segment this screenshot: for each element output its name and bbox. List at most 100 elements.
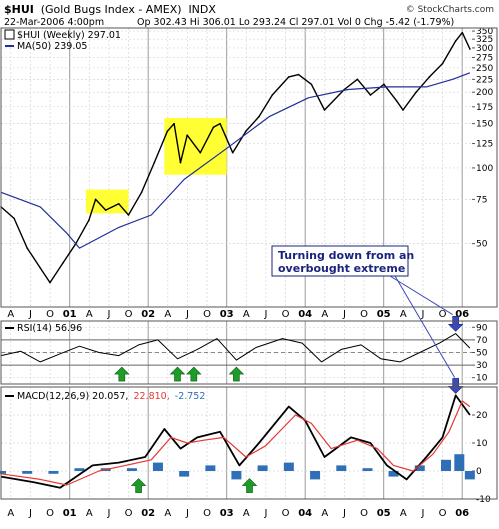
y-tick-label: 0 <box>476 467 482 477</box>
y-tick-label: 325 <box>476 35 493 45</box>
data-point <box>199 151 202 154</box>
index-name: (Gold Bugs Index - AMEX) <box>41 3 182 16</box>
y-tick-label: 225 <box>476 75 493 85</box>
x-tick-label: J <box>28 309 32 320</box>
data-point <box>258 115 260 118</box>
x-tick-label: J <box>342 508 346 519</box>
x-tick-label: 05 <box>377 508 391 519</box>
macd-frame <box>0 386 498 500</box>
x-tick-label: J <box>420 309 424 320</box>
x-tick-label: A <box>243 309 250 320</box>
x-tick-label: 04 <box>298 508 312 519</box>
y-tick-label: 175 <box>476 103 493 113</box>
rsi-legend-label: RSI(14) 56.96 <box>17 323 82 334</box>
sell-signal-arrow-icon <box>447 378 464 394</box>
x-tick-label: A <box>400 309 407 320</box>
histogram-bar <box>283 462 294 471</box>
histogram-bar <box>0 471 6 474</box>
x-tick-label: O <box>125 508 133 519</box>
x-tick-label: O <box>439 309 447 320</box>
data-point <box>271 94 274 96</box>
y-tick-label: 20 <box>476 411 488 421</box>
x-tick-label: J <box>420 508 424 519</box>
histogram-bar <box>257 465 268 471</box>
y-tick-label: -10 <box>476 495 491 505</box>
x-tick-label: O <box>203 508 211 519</box>
histogram-bar <box>74 468 85 471</box>
x-tick-label: A <box>86 309 93 320</box>
data-point <box>415 91 417 94</box>
y-tick-label: 100 <box>476 164 493 174</box>
histogram-bar <box>414 465 425 471</box>
data-point <box>13 217 15 220</box>
x-tick-label: O <box>439 508 447 519</box>
annotation-box <box>271 245 409 277</box>
macd-value: MACD(12,26,9) 20.057, <box>17 391 128 402</box>
data-point <box>297 73 300 76</box>
x-tick-label: A <box>86 508 93 519</box>
x-tick-label: O <box>125 309 133 320</box>
x-tick-label: O <box>360 508 368 519</box>
x-tick-label: A <box>164 508 171 519</box>
x-tick-label: J <box>28 508 32 519</box>
data-point <box>39 267 42 269</box>
y-tick-label: 350 <box>476 27 493 37</box>
highlight-box <box>85 189 129 214</box>
data-point <box>179 161 182 164</box>
y-tick-label: 275 <box>476 53 493 63</box>
data-point <box>49 281 51 284</box>
data-point <box>88 219 90 221</box>
histogram-bar <box>126 468 137 471</box>
data-point <box>323 109 326 111</box>
histogram-bar <box>310 471 321 480</box>
x-tick-label: 01 <box>63 508 77 519</box>
series-line <box>0 333 471 363</box>
data-point <box>356 78 359 81</box>
macd-hist-value: -2.752 <box>175 391 206 402</box>
x-tick-label: 03 <box>220 508 234 519</box>
macd-legend-label: MACD(12,26,9) 20.057, 22.810, -2.752 <box>17 391 205 402</box>
data-point <box>428 76 431 78</box>
histogram-bar <box>22 471 33 474</box>
x-tick-label: O <box>203 309 211 320</box>
symbol: $HUI <box>4 3 34 16</box>
y-tick-label: 200 <box>476 88 493 98</box>
data-point <box>118 203 120 205</box>
y-tick-label: 10 <box>476 439 488 449</box>
y-tick-label: 75 <box>476 195 487 205</box>
buy-signal-arrow-icon <box>169 366 186 382</box>
x-tick-label: 05 <box>377 309 391 320</box>
data-point <box>402 109 404 111</box>
data-point <box>104 209 107 211</box>
annotation-pointer-line <box>389 275 453 315</box>
histogram-bar <box>336 465 347 471</box>
x-tick-label: 01 <box>63 309 77 320</box>
annotation: Turning down from an overbought extreme <box>271 245 456 378</box>
x-tick-label: A <box>7 309 14 320</box>
rsi-panel: 10 30 50 70 90 <box>0 316 488 384</box>
buy-signal-arrow-icon <box>228 366 245 382</box>
data-point <box>94 198 97 201</box>
series-line <box>0 31 471 284</box>
series-line <box>0 400 471 486</box>
x-tick-label: A <box>243 508 250 519</box>
date-label: 22-Mar-2006 4:00pm <box>4 17 104 28</box>
buy-signal-arrow-icon <box>114 366 130 382</box>
series-line <box>0 72 471 249</box>
x-tick-label: J <box>263 508 267 519</box>
macd-signal-value: 22.810, <box>133 391 169 402</box>
histogram-bar <box>440 459 451 471</box>
data-point <box>245 130 247 132</box>
data-point <box>26 247 29 249</box>
data-point <box>140 191 143 194</box>
x-tick-label: O <box>282 309 290 320</box>
x-tick-label: J <box>185 309 189 320</box>
histogram-bar <box>48 471 59 474</box>
x-tick-label: J <box>342 309 346 320</box>
price-frame <box>0 27 498 308</box>
data-point <box>219 122 221 125</box>
y-tick-label: 50 <box>476 240 488 250</box>
ohlc-label: Op 302.43 Hi 306.01 Lo 293.24 Cl 297.01 … <box>137 17 454 28</box>
